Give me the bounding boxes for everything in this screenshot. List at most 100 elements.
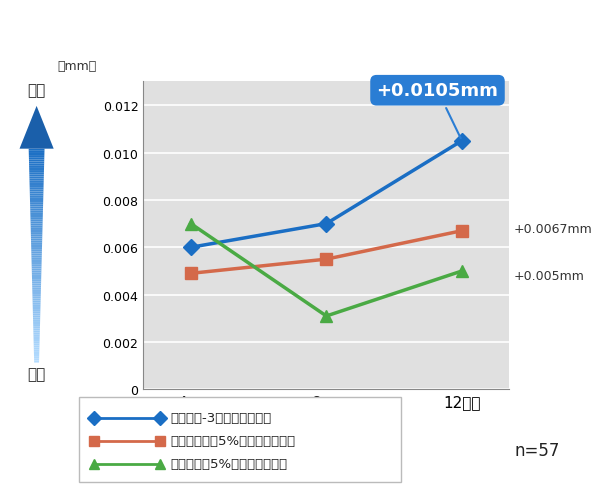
Polygon shape [32, 256, 41, 258]
Polygon shape [32, 267, 41, 269]
Polygon shape [34, 350, 40, 352]
Polygon shape [33, 324, 40, 327]
Polygon shape [30, 215, 43, 218]
FancyBboxPatch shape [79, 397, 401, 482]
Polygon shape [34, 344, 40, 346]
Polygon shape [31, 235, 42, 237]
Polygon shape [31, 250, 42, 252]
Polygon shape [34, 342, 40, 344]
Polygon shape [32, 284, 41, 286]
Polygon shape [30, 224, 43, 226]
Polygon shape [30, 190, 43, 192]
Polygon shape [29, 164, 44, 166]
Polygon shape [20, 106, 54, 150]
Polygon shape [32, 290, 41, 292]
Polygon shape [32, 297, 41, 299]
Polygon shape [29, 168, 44, 171]
Polygon shape [30, 197, 43, 198]
Polygon shape [29, 177, 44, 179]
Polygon shape [33, 309, 40, 312]
Polygon shape [31, 243, 42, 245]
Polygon shape [29, 153, 45, 156]
Polygon shape [34, 333, 40, 335]
Polygon shape [33, 318, 40, 320]
Text: （mm）: （mm） [58, 60, 97, 73]
Polygon shape [32, 303, 41, 305]
Polygon shape [32, 299, 41, 301]
Polygon shape [33, 307, 40, 309]
Polygon shape [29, 182, 44, 183]
Text: +0.0067mm: +0.0067mm [514, 222, 592, 235]
Polygon shape [33, 327, 40, 329]
Polygon shape [32, 294, 41, 297]
Polygon shape [32, 286, 41, 288]
Polygon shape [30, 218, 43, 220]
Text: 毛髪の太さの変化推移: 毛髪の太さの変化推移 [230, 21, 380, 45]
Polygon shape [32, 292, 41, 294]
Polygon shape [29, 166, 44, 168]
Polygon shape [29, 183, 44, 186]
Polygon shape [29, 173, 44, 175]
Text: 太い: 太い [27, 83, 46, 98]
Polygon shape [30, 226, 43, 228]
Polygon shape [33, 322, 40, 324]
Polygon shape [32, 269, 41, 271]
Polygon shape [29, 158, 45, 160]
Polygon shape [31, 241, 42, 243]
Polygon shape [32, 288, 41, 290]
Polygon shape [32, 258, 41, 260]
Polygon shape [30, 198, 43, 200]
Polygon shape [32, 273, 41, 275]
Polygon shape [32, 262, 41, 265]
Polygon shape [34, 339, 40, 342]
Polygon shape [32, 265, 41, 267]
Polygon shape [32, 260, 41, 262]
Polygon shape [34, 331, 40, 333]
Text: キャビキシル5%配合ローション: キャビキシル5%配合ローション [171, 435, 296, 447]
Text: アルガス-3配合ローション: アルガス-3配合ローション [171, 411, 272, 424]
Polygon shape [31, 245, 42, 247]
Text: 細い: 細い [27, 366, 46, 381]
Polygon shape [34, 352, 39, 354]
Polygon shape [30, 230, 43, 233]
Text: +0.0105mm: +0.0105mm [376, 82, 498, 139]
Polygon shape [34, 329, 40, 331]
Polygon shape [29, 156, 45, 158]
Polygon shape [31, 237, 42, 239]
Polygon shape [30, 222, 43, 224]
Polygon shape [34, 361, 39, 363]
Polygon shape [32, 275, 41, 277]
Polygon shape [34, 335, 40, 337]
Polygon shape [29, 175, 44, 177]
Polygon shape [34, 346, 40, 348]
Polygon shape [30, 200, 43, 203]
Polygon shape [30, 205, 43, 207]
Polygon shape [34, 337, 40, 339]
Polygon shape [34, 359, 39, 361]
Polygon shape [31, 247, 42, 250]
Polygon shape [30, 209, 43, 211]
Polygon shape [34, 348, 40, 350]
Polygon shape [33, 305, 40, 307]
Polygon shape [29, 162, 44, 164]
Polygon shape [31, 254, 42, 256]
Polygon shape [30, 188, 43, 190]
Polygon shape [30, 192, 43, 194]
Polygon shape [34, 354, 39, 356]
Polygon shape [29, 160, 45, 162]
Polygon shape [29, 179, 44, 182]
Polygon shape [33, 312, 40, 314]
Polygon shape [30, 186, 43, 188]
Polygon shape [30, 203, 43, 205]
Polygon shape [29, 171, 44, 173]
Polygon shape [33, 320, 40, 322]
Polygon shape [34, 356, 39, 359]
Polygon shape [30, 194, 43, 197]
Polygon shape [31, 233, 42, 235]
Polygon shape [33, 314, 40, 316]
Polygon shape [32, 301, 41, 303]
Polygon shape [32, 271, 41, 273]
Text: リデンシル5%配合ローション: リデンシル5%配合ローション [171, 457, 288, 470]
Polygon shape [32, 277, 41, 280]
Polygon shape [31, 252, 42, 254]
